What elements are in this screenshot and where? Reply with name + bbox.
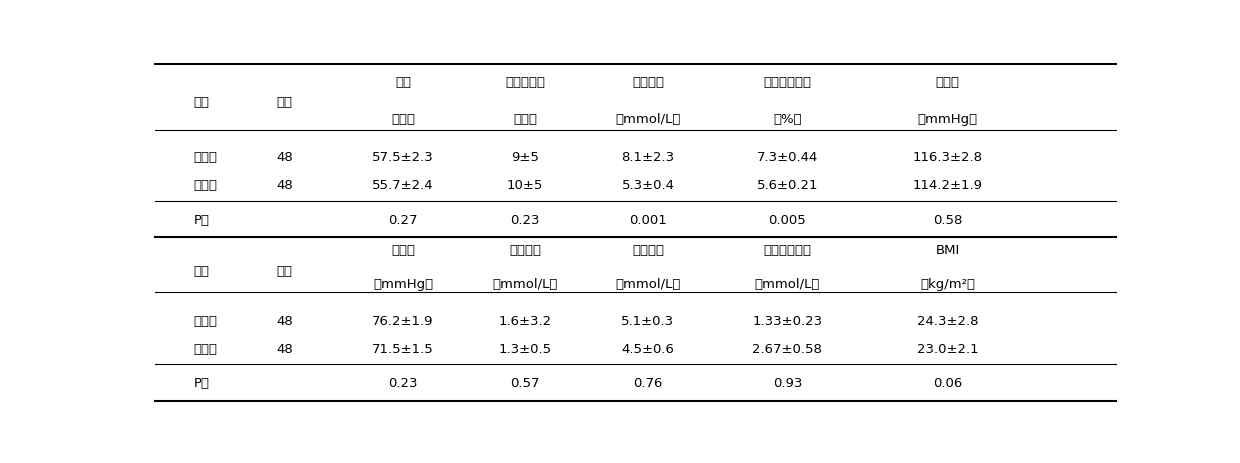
- Text: （mmol/L）: （mmol/L）: [615, 277, 681, 290]
- Text: （mmHg）: （mmHg）: [918, 113, 978, 126]
- Text: （%）: （%）: [773, 113, 801, 126]
- Text: （mmHg）: （mmHg）: [373, 277, 433, 290]
- Text: 24.3±2.8: 24.3±2.8: [918, 315, 978, 328]
- Text: 7.3±0.44: 7.3±0.44: [756, 150, 818, 163]
- Text: 组别: 组别: [193, 95, 210, 108]
- Text: 对照组: 对照组: [193, 342, 217, 355]
- Text: 组别: 组别: [193, 265, 210, 278]
- Text: 0.23: 0.23: [388, 376, 418, 389]
- Text: 5.1±0.3: 5.1±0.3: [621, 315, 675, 328]
- Text: 观察组: 观察组: [193, 150, 217, 163]
- Text: （mmol/L）: （mmol/L）: [755, 277, 820, 290]
- Text: 糖化血红蛋白: 糖化血红蛋白: [764, 76, 811, 89]
- Text: （岁）: （岁）: [391, 113, 415, 126]
- Text: 48: 48: [277, 315, 293, 328]
- Text: 年龄: 年龄: [394, 76, 410, 89]
- Text: 观察组: 观察组: [193, 315, 217, 328]
- Text: 0.58: 0.58: [934, 214, 962, 227]
- Text: 受教育程度: 受教育程度: [505, 76, 546, 89]
- Text: 空腹血糖: 空腹血糖: [632, 76, 663, 89]
- Text: 55.7±2.4: 55.7±2.4: [372, 179, 434, 192]
- Text: 116.3±2.8: 116.3±2.8: [913, 150, 983, 163]
- Text: 71.5±1.5: 71.5±1.5: [372, 342, 434, 355]
- Text: 5.6±0.21: 5.6±0.21: [756, 179, 818, 192]
- Text: 总胆固醇: 总胆固醇: [508, 244, 541, 257]
- Text: 9±5: 9±5: [511, 150, 539, 163]
- Text: 甘油三酯: 甘油三酯: [632, 244, 663, 257]
- Text: （mmol/L）: （mmol/L）: [492, 277, 558, 290]
- Text: 收缩压: 收缩压: [936, 76, 960, 89]
- Text: 114.2±1.9: 114.2±1.9: [913, 179, 983, 192]
- Text: P値: P値: [193, 376, 210, 389]
- Text: 10±5: 10±5: [507, 179, 543, 192]
- Text: 1.33±0.23: 1.33±0.23: [753, 315, 822, 328]
- Text: 舒张压: 舒张压: [391, 244, 415, 257]
- Text: 76.2±1.9: 76.2±1.9: [372, 315, 434, 328]
- Text: 4.5±0.6: 4.5±0.6: [621, 342, 675, 355]
- Text: （kg/m²）: （kg/m²）: [920, 277, 976, 290]
- Text: P値: P値: [193, 214, 210, 227]
- Text: 5.3±0.4: 5.3±0.4: [621, 179, 675, 192]
- Text: 例数: 例数: [277, 95, 293, 108]
- Text: 0.06: 0.06: [934, 376, 962, 389]
- Text: 0.93: 0.93: [773, 376, 802, 389]
- Text: 低密度脂蛋白: 低密度脂蛋白: [764, 244, 811, 257]
- Text: 2.67±0.58: 2.67±0.58: [753, 342, 822, 355]
- Text: 23.0±2.1: 23.0±2.1: [918, 342, 978, 355]
- Text: 48: 48: [277, 179, 293, 192]
- Text: （年）: （年）: [513, 113, 537, 126]
- Text: 57.5±2.3: 57.5±2.3: [372, 150, 434, 163]
- Text: 1.3±0.5: 1.3±0.5: [498, 342, 552, 355]
- Text: BMI: BMI: [936, 244, 960, 257]
- Text: 0.23: 0.23: [510, 214, 539, 227]
- Text: 例数: 例数: [277, 265, 293, 278]
- Text: 对照组: 对照组: [193, 179, 217, 192]
- Text: 0.27: 0.27: [388, 214, 418, 227]
- Text: （mmol/L）: （mmol/L）: [615, 113, 681, 126]
- Text: 8.1±2.3: 8.1±2.3: [621, 150, 675, 163]
- Text: 1.6±3.2: 1.6±3.2: [498, 315, 552, 328]
- Text: 48: 48: [277, 150, 293, 163]
- Text: 0.005: 0.005: [769, 214, 806, 227]
- Text: 48: 48: [277, 342, 293, 355]
- Text: 0.57: 0.57: [510, 376, 539, 389]
- Text: 0.001: 0.001: [629, 214, 667, 227]
- Text: 0.76: 0.76: [634, 376, 662, 389]
